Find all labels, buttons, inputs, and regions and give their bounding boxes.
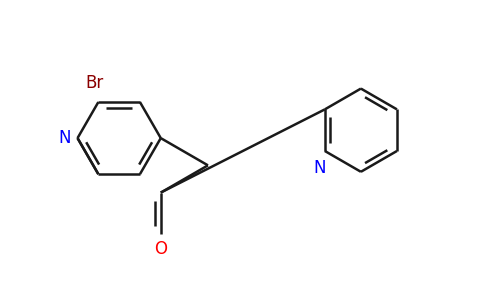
Text: N: N: [58, 129, 71, 147]
Text: N: N: [314, 159, 326, 177]
Text: O: O: [154, 240, 167, 258]
Text: Br: Br: [85, 74, 104, 92]
